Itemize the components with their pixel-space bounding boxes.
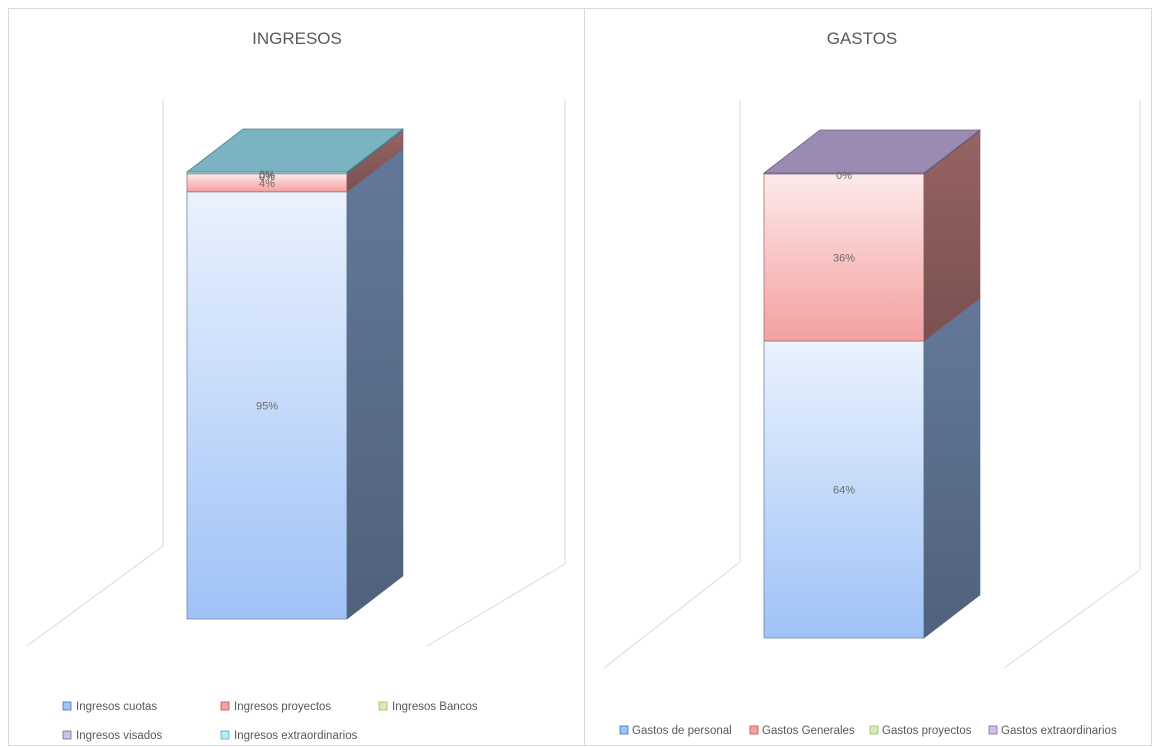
walls-gastos — [603, 100, 1141, 669]
legend-item-gastos-generales[interactable]: Gastos Generales — [749, 725, 855, 737]
data-label-gastos-generales: 36% — [833, 252, 855, 264]
floor-line-right-ingresos — [426, 563, 566, 647]
floor-line-left-ingresos — [26, 545, 164, 647]
legend-swatch — [62, 701, 72, 711]
floor-line-right-gastos — [1003, 569, 1141, 669]
data-label-ingresos-visados: 0% — [259, 171, 275, 183]
legend-item-ingresos-visados[interactable]: Ingresos visados — [62, 730, 163, 742]
bar-segment-front-gastos-generales[interactable] — [763, 173, 925, 342]
legend-item-gastos-proyectos[interactable]: Gastos proyectos — [869, 725, 972, 737]
legend-swatch — [62, 730, 72, 740]
legend-item-gastos-extraordinarios[interactable]: Gastos extraordinarios — [988, 725, 1117, 737]
bar-top-face-gastos — [762, 129, 982, 174]
data-label-ingresos-bancos: 0% — [259, 171, 275, 183]
data-label-ingresos-extraordinarios: 0% — [259, 169, 275, 181]
chart-title-ingresos: INGRESOS — [252, 29, 342, 48]
data-label-gastos-de-personal: 64% — [833, 484, 855, 496]
legend-swatch — [869, 725, 879, 735]
legend-label: Gastos proyectos — [882, 725, 972, 737]
legend-label: Ingresos Bancos — [392, 701, 478, 713]
legend-label: Gastos de personal — [632, 725, 732, 737]
legend-item-ingresos-extraordinarios[interactable]: Ingresos extraordinarios — [220, 730, 358, 742]
data-label-ingresos-cuotas: 95% — [256, 400, 278, 412]
legend-swatch — [988, 725, 998, 735]
stacked-bar-gastos: 64% 36% 0% — [762, 129, 982, 639]
legend-swatch — [378, 701, 388, 711]
legend-label: Ingresos extraordinarios — [234, 730, 358, 742]
legend-item-ingresos-cuotas[interactable]: Ingresos cuotas — [62, 701, 157, 713]
walls-ingresos — [26, 100, 566, 647]
bar-segment-front-gastos-de-personal[interactable] — [763, 340, 925, 639]
legend-label: Ingresos visados — [76, 730, 163, 742]
stacked-bar-ingresos: 95%4%0%0%0% — [185, 128, 405, 620]
legend-ingresos: Ingresos cuotas Ingresos proyectos Ingre… — [62, 701, 478, 742]
legend-swatch — [220, 730, 230, 740]
floor-line-left-gastos — [603, 561, 741, 669]
chart-title-gastos: GASTOS — [827, 29, 898, 48]
legend-label: Gastos Generales — [762, 725, 855, 737]
legend-label: Ingresos cuotas — [76, 701, 157, 713]
legend-swatch — [220, 701, 230, 711]
legend-item-gastos-de-personal[interactable]: Gastos de personal — [619, 725, 732, 737]
legend-swatch — [749, 725, 759, 735]
data-label-gastos-extraordinarios: 0% — [836, 170, 852, 182]
legend-item-ingresos-proyectos[interactable]: Ingresos proyectos — [220, 701, 331, 713]
legend-item-ingresos-bancos[interactable]: Ingresos Bancos — [378, 701, 478, 713]
legend-gastos: Gastos de personal Gastos Generales Gast… — [619, 725, 1117, 737]
bar-top-face-ingresos — [185, 128, 405, 173]
data-label-ingresos-proyectos: 4% — [259, 178, 275, 190]
legend-label: Gastos extraordinarios — [1001, 725, 1117, 737]
bar-segment-front-ingresos-cuotas[interactable] — [186, 191, 348, 620]
legend-swatch — [619, 725, 629, 735]
bar-segment-side-gastos-de-personal — [923, 297, 981, 639]
bar-segment-side-ingresos-cuotas — [346, 148, 404, 620]
legend-label: Ingresos proyectos — [234, 701, 331, 713]
